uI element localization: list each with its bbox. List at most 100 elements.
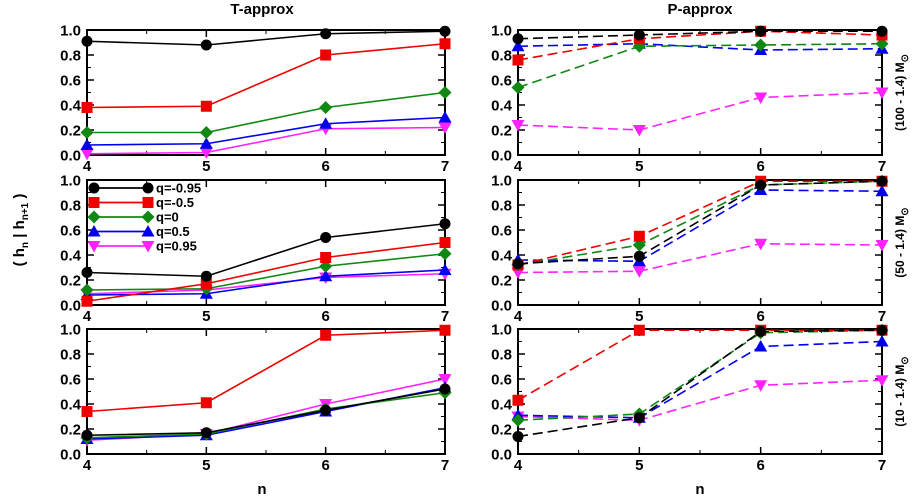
- y-tick-label: 0.6: [491, 223, 512, 240]
- y-tick-label: 0.4: [491, 248, 513, 265]
- row-label: (100 - 1.4) M⊙: [893, 54, 911, 131]
- panel-6: 0.0 0.2 0.4 0.6 0.8 1.0 4 5 6 7: [491, 322, 889, 474]
- data-point-q=-0.5: [439, 237, 451, 248]
- y-tick-label: 0.4: [60, 98, 82, 115]
- data-point-q=-0.5: [200, 100, 212, 112]
- series-line-q=0.5: [86, 116, 446, 146]
- data-point-q=-0.5: [200, 397, 212, 409]
- data-point-q=-0.95: [633, 250, 645, 262]
- series-line-q=0.95: [517, 242, 883, 274]
- y-tick-label: 0.8: [60, 48, 81, 65]
- y-tick-label: 1.0: [491, 173, 512, 190]
- panel-5: 0.0 0.2 0.4 0.6 0.8 1.0 4 5 6 7: [60, 322, 452, 474]
- x-tick-label: 6: [756, 308, 764, 325]
- data-point-q=0.95: [875, 240, 889, 252]
- x-tick-label: 4: [514, 308, 523, 325]
- x-tick-label: 5: [202, 308, 210, 325]
- legend-marker-q=0.95: [87, 241, 101, 253]
- data-point-q=-0.95: [439, 218, 451, 230]
- x-tick-label: 6: [321, 457, 329, 474]
- y-tick-label: 0.6: [491, 372, 512, 389]
- series-line-q=0.95: [86, 378, 446, 442]
- legend-marker-q=0.95: [141, 241, 155, 253]
- panel-3: 0.0 0.2 0.4 0.6 0.8 1.0 4 5 6 7: [60, 173, 452, 325]
- y-tick-label: 0.2: [60, 123, 81, 140]
- data-point-q=0.5: [438, 263, 452, 275]
- series-line-q=0.95: [517, 379, 883, 422]
- panel-4: 0.0 0.2 0.4 0.6 0.8 1.0 4 5 6 7: [491, 173, 889, 325]
- series-line-q=0: [517, 329, 883, 422]
- right-x-axis-label: n: [695, 481, 704, 497]
- data-point-q=-0.95: [633, 412, 645, 424]
- series-line-q=0: [86, 391, 446, 439]
- data-point-q=0.95: [438, 122, 452, 134]
- x-tick-label: 4: [83, 308, 92, 325]
- data-point-q=-0.5: [633, 324, 645, 336]
- x-tick-label: 7: [441, 158, 449, 175]
- x-tick-label: 4: [514, 457, 523, 474]
- y-tick-label: 0.4: [60, 397, 82, 414]
- series-line-q=-0.95: [86, 388, 446, 437]
- panel-frame: [86, 179, 446, 306]
- series-line-q=-0.5: [517, 30, 883, 61]
- data-point-q=0.5: [875, 335, 889, 347]
- data-point-q=-0.95: [439, 25, 451, 37]
- data-point-q=0: [199, 126, 213, 139]
- data-point-q=-0.95: [320, 232, 332, 243]
- data-point-q=0.95: [438, 374, 452, 386]
- y-tick-label: 0.6: [60, 73, 81, 90]
- row-label: (50 - 1.4) M⊙: [893, 207, 911, 277]
- y-tick-label: 0.0: [491, 148, 512, 165]
- data-point-q=-0.95: [200, 270, 212, 282]
- data-point-q=0.95: [80, 148, 94, 161]
- data-point-q=-0.95: [512, 431, 524, 442]
- series-line-q=0.5: [517, 340, 883, 419]
- data-point-q=0.95: [754, 92, 768, 104]
- data-point-q=-0.95: [755, 25, 767, 37]
- data-point-q=0.5: [319, 117, 333, 129]
- y-tick-label: 0.6: [60, 223, 81, 240]
- panel-frame: [517, 328, 883, 455]
- data-point-q=0.5: [80, 138, 94, 150]
- left-column-title: T-approx: [230, 1, 294, 18]
- legend-label: q=-0.95: [156, 181, 201, 196]
- y-tick-label: 0.0: [491, 447, 512, 464]
- legend-label: q=0.5: [156, 224, 190, 239]
- legend-marker-q=-0.95: [88, 182, 100, 194]
- y-tick-label: 1.0: [60, 322, 81, 339]
- series-line-q=-0.5: [86, 329, 446, 413]
- x-tick-label: 6: [756, 158, 764, 175]
- data-point-q=-0.95: [755, 179, 767, 191]
- legend-label: q=0.95: [156, 239, 197, 254]
- data-point-q=0.95: [754, 380, 768, 392]
- y-axis-label: ( hn | hn+1 ): [11, 194, 31, 267]
- right-column-title: P-approx: [667, 1, 733, 18]
- data-point-q=0.5: [754, 340, 768, 352]
- data-point-q=0: [438, 247, 452, 261]
- data-point-q=-0.5: [320, 252, 332, 263]
- x-tick-label: 7: [878, 158, 886, 175]
- data-point-q=-0.5: [512, 394, 524, 406]
- series-line-q=0: [87, 91, 446, 134]
- data-point-q=-0.5: [320, 329, 332, 341]
- x-tick-label: 6: [756, 457, 764, 474]
- y-tick-label: 0.0: [60, 148, 81, 165]
- data-point-q=-0.95: [439, 383, 451, 395]
- series-line-q=-0.5: [86, 42, 446, 109]
- x-tick-label: 5: [635, 457, 643, 474]
- y-tick-label: 0.6: [60, 372, 81, 389]
- y-tick-label: 0.8: [491, 347, 512, 364]
- series-line-q=-0.95: [517, 30, 882, 40]
- data-point-q=0.95: [875, 375, 889, 387]
- x-tick-label: 4: [83, 158, 92, 175]
- data-point-q=-0.95: [512, 258, 524, 270]
- y-tick-label: 0.8: [60, 347, 81, 364]
- x-tick-label: 7: [878, 457, 886, 474]
- series-line-q=0: [86, 252, 446, 291]
- left-x-axis-label: n: [257, 481, 266, 497]
- data-point-q=0.95: [199, 147, 213, 159]
- series-line-q=-0.95: [86, 30, 446, 46]
- data-point-q=0.5: [199, 137, 213, 149]
- panels-layer: 0.00.20.40.60.81.04 5 6 70.00.20.40.60.81.0…: [60, 23, 911, 475]
